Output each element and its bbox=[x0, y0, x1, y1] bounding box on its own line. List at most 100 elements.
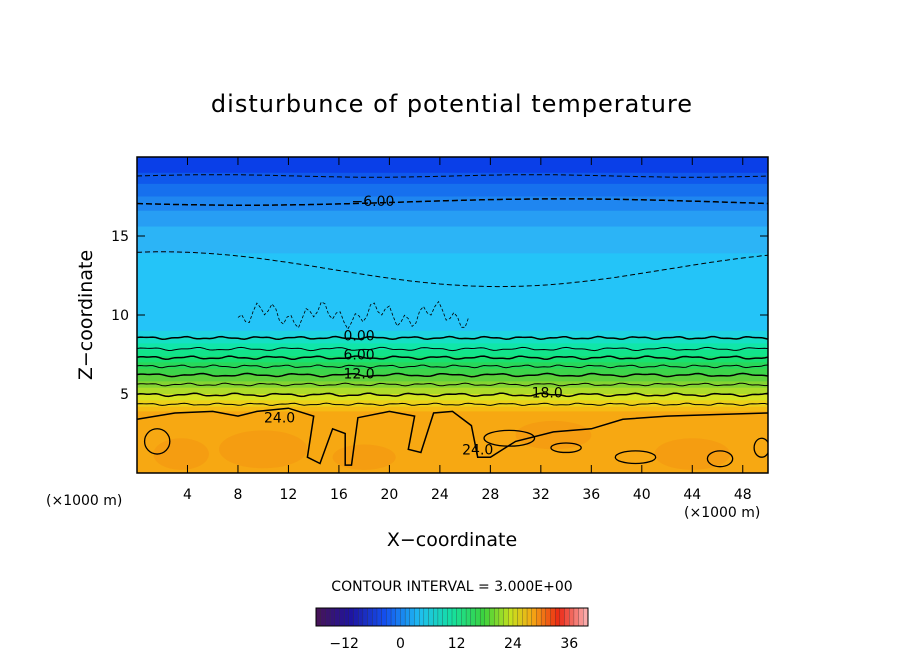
y-tick-label-0: 5 bbox=[120, 387, 129, 403]
colorbar-cell-40 bbox=[503, 607, 509, 627]
colorbar-cell-35 bbox=[479, 607, 486, 627]
colorbar-cell-44 bbox=[522, 607, 528, 627]
colorbar-cell-12 bbox=[372, 607, 378, 627]
contour-labels: −6.00 0.00 6.00 12.0 18.0 24.0 24.0 bbox=[264, 194, 563, 458]
colorbar-cell-49 bbox=[545, 607, 551, 627]
colorbar-cell-28 bbox=[447, 607, 453, 627]
colorbar-cell-27 bbox=[442, 607, 448, 627]
x-tick-label-3: 16 bbox=[330, 487, 348, 503]
heatmap-band-0 bbox=[137, 157, 768, 174]
contour-label-3: 12.0 bbox=[344, 366, 375, 382]
colorbar-cell-9 bbox=[358, 607, 364, 627]
heatmap-band-1 bbox=[137, 172, 768, 185]
colorbar-tick-label-3: 24 bbox=[504, 636, 522, 652]
colorbar-cell-54 bbox=[569, 607, 575, 627]
colorbar-cell-52 bbox=[559, 607, 566, 627]
contour-12 bbox=[137, 372, 768, 378]
heatmap-band-5 bbox=[137, 226, 768, 254]
colorbar-frame bbox=[315, 607, 589, 627]
colorbar-cell-42 bbox=[512, 607, 519, 627]
colorbar-cell-56 bbox=[578, 607, 584, 627]
contour-0 bbox=[137, 335, 768, 341]
chart-title: disturbunce of potential temperature bbox=[211, 90, 693, 118]
colorbar-tick-label-2: 12 bbox=[448, 636, 466, 652]
warm-patch-2 bbox=[332, 444, 396, 470]
colorbar-cell-25 bbox=[433, 607, 439, 627]
contour-label-5: 24.0 bbox=[264, 411, 295, 427]
colorbar-cell-53 bbox=[564, 607, 570, 627]
colorbar-cell-1 bbox=[320, 607, 326, 627]
y-tick-label-2: 15 bbox=[111, 229, 129, 245]
colorbar-tick-label-1: 0 bbox=[396, 636, 405, 652]
warm-patch-4 bbox=[654, 438, 731, 470]
contour-label-6: 24.0 bbox=[462, 442, 493, 458]
colorbar-cell-45 bbox=[526, 607, 533, 627]
colorbar-tick-label-0: −12 bbox=[329, 636, 359, 652]
x-tick-label-9: 40 bbox=[633, 487, 651, 503]
colorbar-cell-41 bbox=[508, 607, 514, 627]
x-unit-left: (×1000 m) bbox=[46, 493, 122, 509]
warm-patch-0 bbox=[153, 438, 209, 470]
heatmap-band-8 bbox=[137, 337, 768, 344]
colorbar-cell-8 bbox=[353, 607, 359, 627]
warm-patch-3 bbox=[515, 420, 592, 450]
x-tick-label-8: 36 bbox=[582, 487, 600, 503]
colorbar-cell-13 bbox=[376, 607, 383, 627]
contour-lines bbox=[137, 174, 768, 468]
contour-24-loop-3 bbox=[614, 450, 657, 465]
contour-18 bbox=[137, 392, 768, 398]
contour-24-loop-5 bbox=[753, 437, 768, 458]
colorbar-cell-48 bbox=[540, 607, 547, 627]
contour-interval-note: CONTOUR INTERVAL = 3.000E+00 bbox=[331, 579, 572, 595]
heatmap-band-12 bbox=[137, 362, 768, 370]
colorbar-cell-26 bbox=[437, 607, 444, 627]
colorbar-cell-37 bbox=[489, 607, 495, 627]
heatmap-band-6 bbox=[137, 253, 768, 332]
x-tick-label-1: 8 bbox=[233, 487, 242, 503]
colorbar-cell-32 bbox=[465, 607, 472, 627]
x-tick-label-0: 4 bbox=[183, 487, 192, 503]
heatmap-band-14 bbox=[137, 375, 768, 382]
x-tick-label-5: 24 bbox=[431, 487, 449, 503]
contour-24 bbox=[137, 407, 768, 466]
y-tick-label-1: 10 bbox=[111, 308, 129, 324]
contour-24-loop-0 bbox=[143, 428, 171, 455]
contour-24-loop-1 bbox=[483, 429, 536, 447]
contour-minus-9 bbox=[137, 174, 768, 178]
colorbar-cell-39 bbox=[498, 607, 505, 627]
contour-minus-6 bbox=[137, 198, 768, 206]
colorbar bbox=[315, 607, 589, 627]
colorbar-cell-50 bbox=[550, 607, 556, 627]
contour-15 bbox=[137, 382, 768, 387]
colorbar-cell-11 bbox=[367, 607, 373, 627]
colorbar-cell-55 bbox=[573, 607, 580, 627]
heatmap-band-13 bbox=[137, 368, 768, 376]
colorbar-cell-23 bbox=[423, 607, 430, 627]
colorbar-cell-3 bbox=[329, 607, 336, 627]
colorbar-cell-22 bbox=[419, 607, 425, 627]
colorbar-cell-16 bbox=[390, 607, 397, 627]
turbulent-contour bbox=[237, 300, 470, 330]
colorbar-cell-46 bbox=[531, 607, 537, 627]
colorbar-cell-47 bbox=[536, 607, 542, 627]
heatmap-band-11 bbox=[137, 356, 768, 363]
colorbar-cell-30 bbox=[456, 607, 462, 627]
contour-24-loop-2 bbox=[550, 442, 582, 454]
warm-patch-1 bbox=[219, 430, 308, 469]
x-unit-right: (×1000 m) bbox=[684, 505, 760, 521]
x-axis-ticks: 4 8 12 16 20 24 28 32 36 40 44 48 bbox=[183, 157, 752, 503]
heatmap-bands bbox=[137, 157, 768, 473]
contour-24-loop-4 bbox=[706, 450, 734, 468]
contour-label-4: 18.0 bbox=[532, 385, 563, 401]
heatmap-band-19 bbox=[137, 406, 768, 412]
heatmap-band-16 bbox=[137, 387, 768, 395]
x-axis-label: X−coordinate bbox=[387, 529, 517, 551]
colorbar-cell-36 bbox=[484, 607, 490, 627]
colorbar-cell-51 bbox=[555, 607, 561, 627]
colorbar-cell-21 bbox=[414, 607, 420, 627]
y-axis-label: Z−coordinate bbox=[75, 250, 97, 380]
colorbar-cell-4 bbox=[334, 607, 340, 627]
colorbar-ticks: −12 0 12 24 36 bbox=[329, 636, 578, 652]
contour-label-1: 0.00 bbox=[344, 329, 375, 345]
colorbar-cell-10 bbox=[362, 607, 369, 627]
